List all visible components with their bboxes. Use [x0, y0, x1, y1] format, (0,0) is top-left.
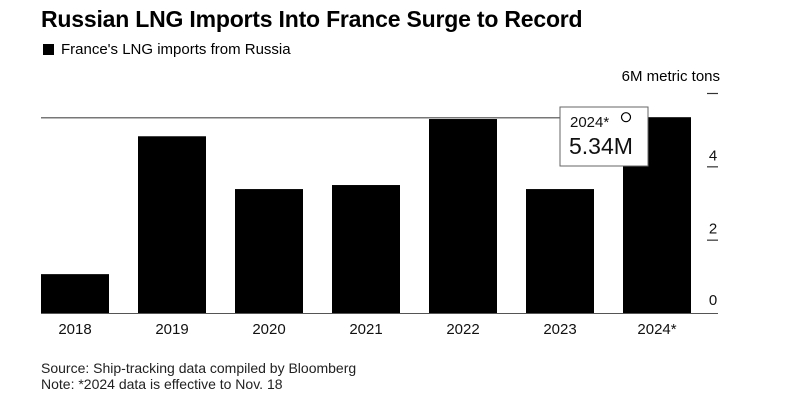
x-tick-label: 2022 — [446, 321, 479, 338]
tooltip-value: 5.34M — [569, 133, 633, 159]
legend-swatch — [43, 44, 54, 55]
x-tick-label: 2023 — [543, 321, 576, 338]
highlight-marker — [620, 112, 632, 123]
bars-group — [41, 117, 691, 314]
legend: France's LNG imports from Russia — [43, 41, 291, 58]
bar-2022 — [429, 119, 497, 314]
legend-label: France's LNG imports from Russia — [61, 41, 291, 58]
x-axis-labels: 2018 2019 2020 2021 2022 2023 2024* — [58, 321, 676, 338]
x-tick-label: 2021 — [349, 321, 382, 338]
note-text: Note: *2024 data is effective to Nov. 18 — [41, 376, 283, 392]
y-axis: 0 2 4 — [41, 92, 718, 314]
x-tick-label: 2020 — [252, 321, 285, 338]
bar-2020 — [235, 189, 303, 313]
bar-2021 — [332, 185, 400, 313]
bar-2023 — [526, 189, 594, 313]
y-tick-label: 4 — [709, 147, 717, 164]
bar-2019 — [138, 136, 206, 313]
y-axis-unit-label: 6M metric tons — [621, 68, 720, 85]
annotation: 2024* 5.34M — [41, 106, 649, 167]
x-tick-label: 2024* — [637, 321, 676, 338]
x-tick-label: 2019 — [155, 321, 188, 338]
chart-title: Russian LNG Imports Into France Surge to… — [41, 6, 583, 32]
y-tick-label: 0 — [709, 292, 717, 309]
bar-2018 — [41, 274, 109, 313]
source-text: Source: Ship-tracking data compiled by B… — [41, 360, 357, 376]
footer: Source: Ship-tracking data compiled by B… — [41, 360, 356, 392]
y-tick-label: 2 — [709, 221, 717, 238]
tooltip-label: 2024* — [570, 114, 609, 131]
tooltip-box — [559, 106, 649, 167]
x-tick-label: 2018 — [58, 321, 91, 338]
